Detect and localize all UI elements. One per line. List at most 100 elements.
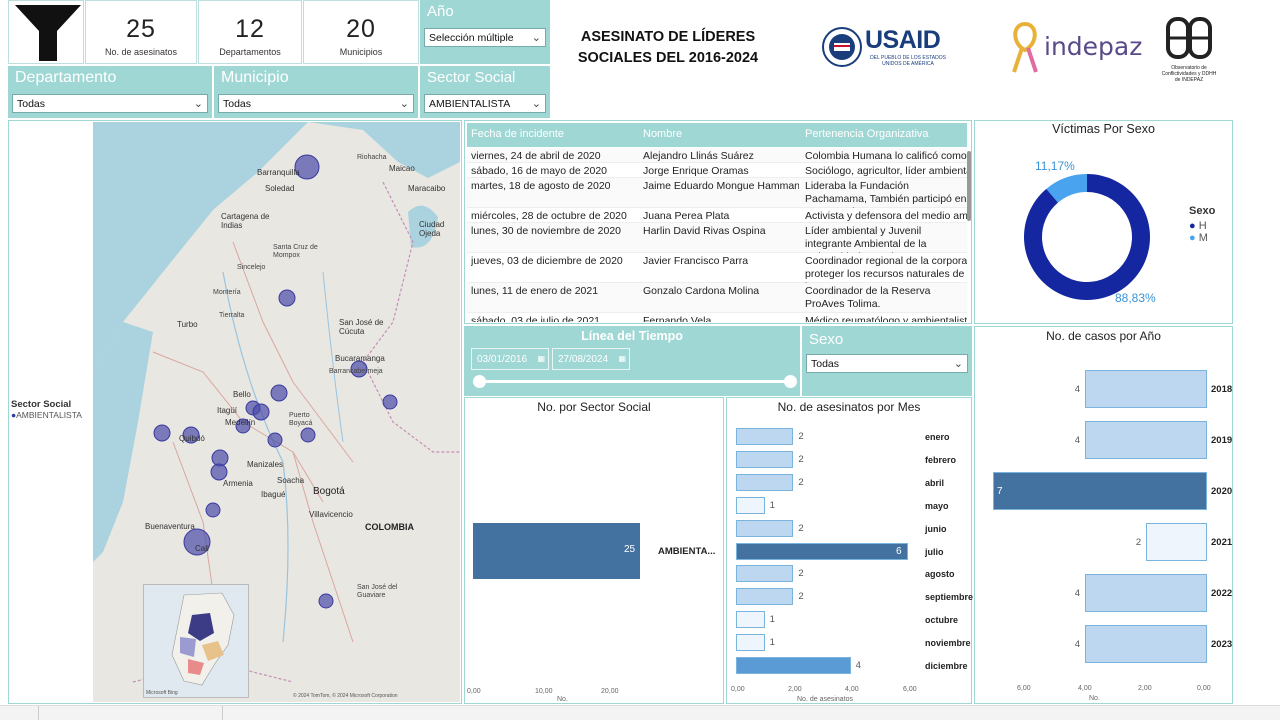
month-bar[interactable]: [736, 473, 794, 491]
slicer-ano: Año Selección múltiple ⌄: [420, 0, 550, 64]
table-row[interactable]: miércoles, 28 de octubre de 2020 Juana Pe…: [467, 208, 967, 223]
slicer-municipio: Municipio Todas ⌄: [214, 66, 418, 118]
map-legend-item: ●AMBIENTALISTA: [11, 410, 82, 420]
legend-item-h[interactable]: ● H: [1189, 220, 1207, 232]
filter-funnel-icon[interactable]: [8, 0, 84, 64]
indepaz-logo: indepaz: [1008, 20, 1148, 76]
table-cell: Harlin David Rivas Ospina: [643, 225, 766, 237]
city-label: Riohacha: [357, 154, 387, 161]
timeline-start-input[interactable]: 03/01/2016 ▦: [471, 348, 549, 370]
table-row[interactable]: martes, 18 de agosto de 2020 Jaime Eduard…: [467, 178, 967, 208]
table-cell: sábado, 03 de julio de 2021: [471, 315, 601, 322]
sector-bar-value: 25: [624, 544, 636, 555]
year-bar-label: 2021: [1211, 537, 1233, 548]
map-legend-item-label: AMBIENTALISTA: [16, 410, 82, 420]
month-bar[interactable]: [736, 519, 794, 537]
municipio-dropdown[interactable]: Todas ⌄: [218, 94, 414, 113]
sector-bar[interactable]: [473, 523, 640, 579]
month-bar[interactable]: [736, 657, 851, 674]
mini-map[interactable]: Microsoft Bing: [143, 584, 249, 698]
table-header-pertenencia[interactable]: Pertenencia Organizativa: [805, 128, 929, 140]
sexo-dropdown-value: Todas: [811, 358, 840, 370]
table-row[interactable]: viernes, 24 de abril de 2020 Alejandro Ll…: [467, 148, 967, 163]
month-bar-label: febrero: [925, 454, 957, 465]
month-bar[interactable]: [736, 428, 794, 445]
month-bar[interactable]: [736, 588, 794, 606]
month-bar-label: diciembre: [925, 661, 968, 671]
table-cell: Fernando Vela: [643, 315, 712, 322]
calendar-icon: ▦: [537, 354, 545, 363]
month-bar-value: 2: [798, 476, 804, 488]
table-cell: miércoles, 28 de octubre de 2020: [471, 210, 627, 222]
sexo-chart-title: Víctimas Por Sexo: [1052, 122, 1155, 136]
year-bar[interactable]: [1084, 421, 1207, 459]
city-label: Cartagena de Indias: [221, 212, 270, 230]
table-scrollbar[interactable]: [967, 151, 971, 221]
month-bar[interactable]: [736, 634, 765, 652]
table-header-fecha[interactable]: Fecha de incidente: [471, 128, 564, 140]
table-cell: Lideraba la Fundación Pachamama, También…: [805, 180, 967, 208]
slicer-sexo-title: Sexo: [809, 331, 844, 348]
chevron-down-icon: ⌄: [193, 98, 203, 110]
sector-bar-label: AMBIENTA...: [658, 546, 716, 557]
sexo-dropdown[interactable]: Todas ⌄: [806, 354, 968, 373]
donut-slice-m[interactable]: [1046, 174, 1087, 203]
timeline-handle-start[interactable]: [473, 375, 486, 388]
month-bar-label: abril: [925, 477, 945, 488]
timeline-track[interactable]: [480, 380, 790, 383]
ano-dropdown[interactable]: Selección múltiple ⌄: [424, 28, 546, 47]
chevron-down-icon: ⌄: [531, 32, 541, 44]
table-cell: Colombia Humana lo calificó como: [805, 150, 967, 162]
map-canvas[interactable]: Barranquilla Soledad Riohacha Maicao Mar…: [93, 122, 460, 702]
city-label: Soacha: [277, 476, 305, 485]
departamento-dropdown[interactable]: Todas ⌄: [12, 94, 208, 113]
month-axis-tick: 4,00: [845, 686, 859, 693]
ano-dropdown-value: Selección múltiple: [429, 32, 514, 44]
city-label: Maicao: [389, 164, 415, 173]
year-axis-tick: 6,00: [1017, 685, 1031, 692]
sexo-donut-chart[interactable]: [1017, 167, 1157, 307]
month-bar[interactable]: [736, 611, 765, 629]
usaid-logo: USAID DEL PUEBLO DE LOS ESTADOS UNIDOS D…: [821, 24, 956, 70]
observatorio-caption: Observatorio de Conflictividades y DDHH …: [1161, 65, 1217, 83]
table-row[interactable]: sábado, 03 de julio de 2021 Fernando Vela…: [467, 313, 967, 322]
table-row[interactable]: lunes, 11 de enero de 2021 Gonzalo Cardon…: [467, 283, 967, 313]
city-label: Barranquilla: [257, 168, 300, 177]
table-row[interactable]: lunes, 30 de noviembre de 2020 Harlin Dav…: [467, 223, 967, 253]
month-bar[interactable]: [736, 496, 765, 514]
table-cell: viernes, 24 de abril de 2020: [471, 150, 601, 162]
table-cell: Médico reumatólogo y ambientalist: [805, 315, 967, 322]
sector-dropdown-value: AMBIENTALISTA: [429, 98, 511, 110]
slicer-sector-social: Sector Social AMBIENTALISTA ⌄: [420, 66, 550, 118]
table-cell: Jorge Enrique Oramas: [643, 165, 749, 177]
year-bar[interactable]: [1145, 523, 1207, 561]
slicer-sexo: Sexo Todas ⌄: [802, 326, 972, 396]
sector-dropdown[interactable]: AMBIENTALISTA ⌄: [424, 94, 546, 113]
chevron-down-icon: ⌄: [953, 358, 963, 370]
year-chart: 4 2018 4 2019 7 2020 2 2021 4 2022 4 2023 6,00 4,00 2,…: [975, 327, 1234, 705]
country-label: COLOMBIA: [365, 522, 414, 532]
table-row[interactable]: jueves, 03 de diciembre de 2020 Javier Fr…: [467, 253, 967, 283]
city-label: San José de Cúcuta: [339, 318, 384, 336]
kpi-label: Departamentos: [219, 47, 281, 57]
timeline-end-input[interactable]: 27/08/2024 ▦: [552, 348, 630, 370]
year-bar[interactable]: [1084, 574, 1207, 612]
kpi-value: 25: [126, 15, 156, 43]
timeline-handle-end[interactable]: [784, 375, 797, 388]
month-bar-label: mayo: [925, 500, 949, 511]
kpi-label: No. de asesinatos: [104, 47, 178, 57]
indepaz-wordmark: indepaz: [1044, 32, 1143, 61]
donut-slice-h[interactable]: [1024, 174, 1150, 300]
month-chart: 2 enero 2 febrero 2 abril 1 mayo 2 junio 6 julio 2 ag…: [727, 398, 973, 705]
month-bar[interactable]: [736, 542, 908, 560]
table-header-nombre[interactable]: Nombre: [643, 128, 683, 140]
month-bar[interactable]: [736, 450, 794, 468]
month-bar[interactable]: [736, 565, 794, 583]
legend-item-m[interactable]: ● M: [1189, 232, 1208, 244]
report-title: ASESINATO DE LÍDERES SOCIALES DEL 2016-2…: [556, 27, 780, 69]
table-row[interactable]: sábado, 16 de mayo de 2020 Jorge Enrique …: [467, 163, 967, 178]
year-bar[interactable]: [993, 472, 1207, 510]
sector-axis-tick: 10,00: [535, 688, 553, 695]
year-bar[interactable]: [1084, 370, 1207, 408]
year-bar[interactable]: [1084, 625, 1207, 663]
